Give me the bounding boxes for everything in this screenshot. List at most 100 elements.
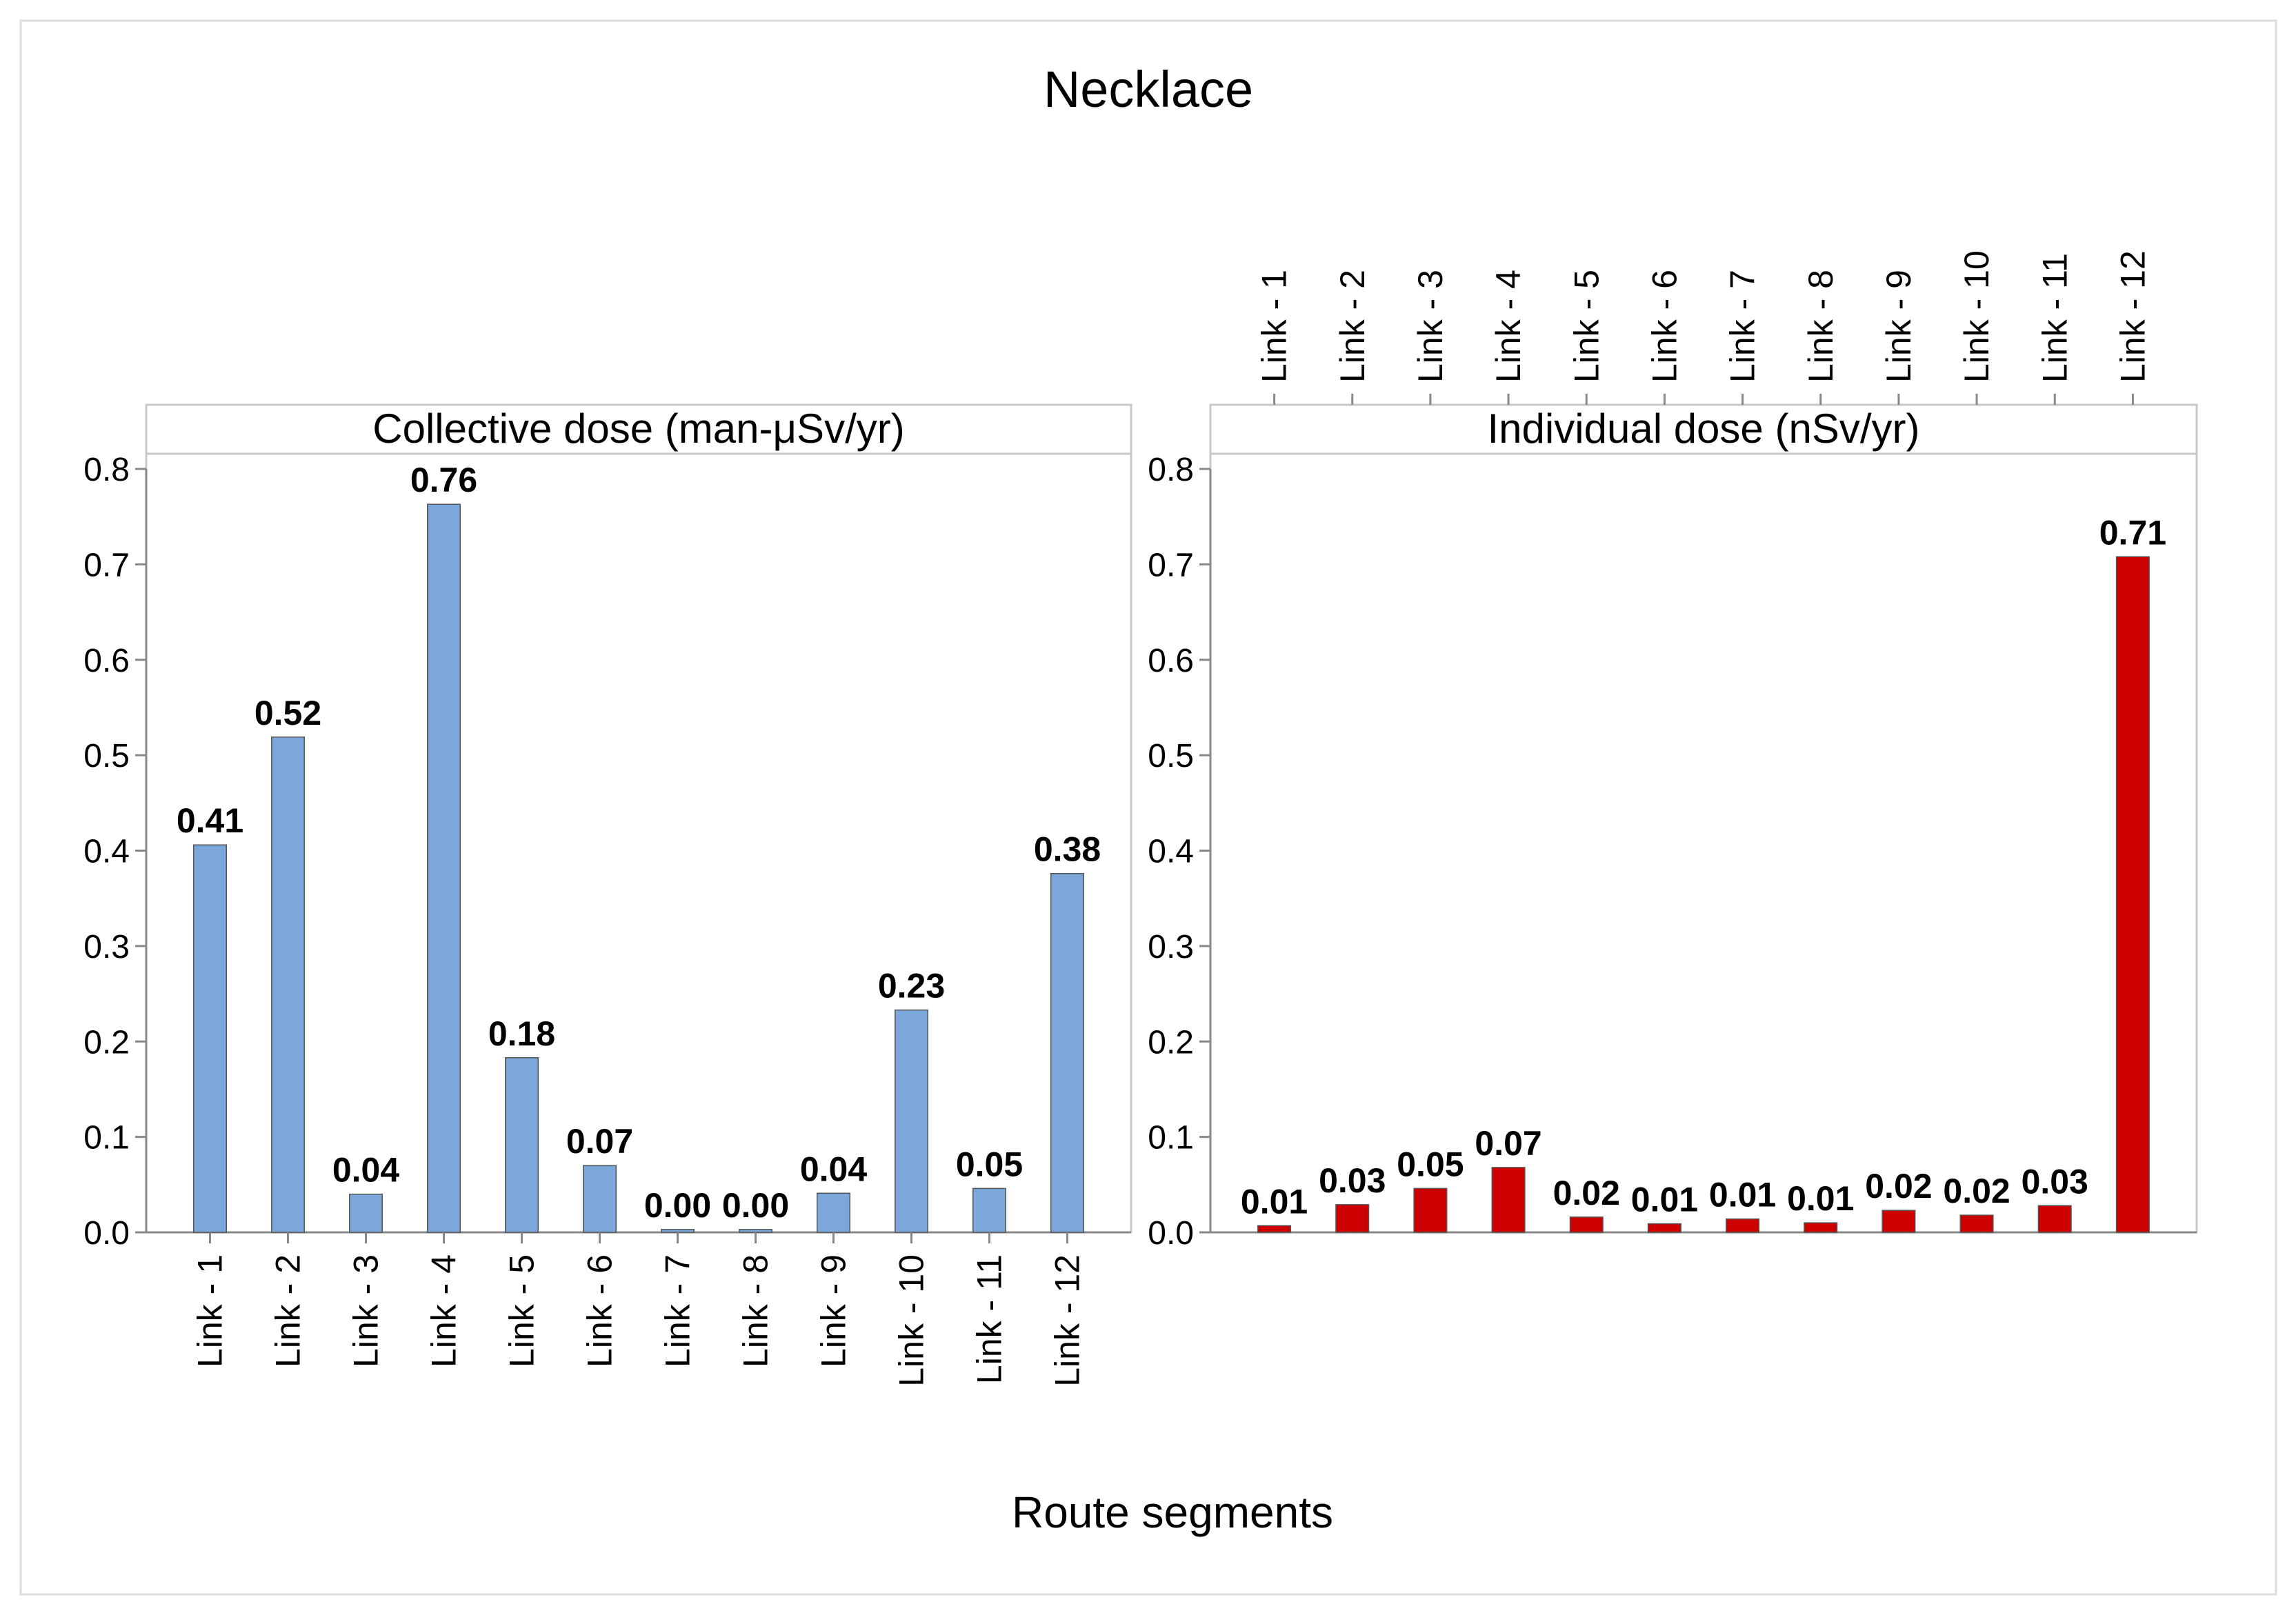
data-label: 0.01 [1631,1181,1698,1219]
data-label: 0.01 [1709,1176,1776,1214]
bar [583,1165,617,1233]
data-label: 0.01 [1787,1179,1854,1218]
data-label: 0.41 [177,801,243,840]
y-tick-label: 0.0 [83,1215,130,1252]
y-tick-label: 0.5 [83,738,130,774]
bar [2037,1205,2072,1233]
x-tick-label: Link - 2 [269,1254,308,1367]
bar [1647,1223,1681,1233]
x-tick-label: Link - 5 [503,1254,541,1367]
y-tick-label: 0.8 [83,452,130,488]
x-tick-label: Link - 8 [737,1254,775,1367]
x-tick-label: Link - 12 [2113,250,2152,383]
panel-strip-title: Individual dose (nSv/yr) [1488,405,1920,452]
bar [1257,1225,1292,1233]
y-tick-label: 0.1 [1148,1120,1194,1156]
chart-title: Necklace [1044,61,1253,118]
bar [1569,1216,1604,1233]
data-label: 0.03 [2022,1162,2088,1201]
y-tick-label: 0.6 [83,643,130,679]
x-tick-label: Link - 12 [1048,1254,1087,1387]
x-tick-label: Link - 3 [1411,270,1450,383]
bar [817,1192,850,1233]
bar [271,737,305,1233]
bar [193,844,227,1233]
x-tick-label: Link - 6 [1645,270,1684,383]
x-tick-label: Link - 7 [1724,270,1762,383]
data-label: 0.07 [566,1122,633,1161]
x-tick-label: Link - 9 [1879,270,1918,383]
x-tick-label: Link - 2 [1333,270,1372,383]
data-label: 0.71 [2099,513,2166,552]
x-tick-label: Link - 1 [191,1254,230,1367]
y-tick-label: 0.3 [1148,929,1194,965]
x-tick-label: Link - 4 [425,1254,463,1367]
bar [1335,1204,1370,1233]
data-label: 0.52 [254,694,321,732]
y-tick-label: 0.3 [83,929,130,965]
outer-frame [19,19,2277,1596]
data-label: 0.03 [1319,1161,1386,1200]
bar [2115,556,2150,1233]
bar [739,1229,772,1233]
x-tick-label: Link - 11 [970,1254,1009,1384]
y-tick-label: 0.8 [1148,452,1194,488]
data-label: 0.02 [1865,1167,1932,1205]
x-tick-label: Link - 10 [892,1254,931,1387]
panel-strip-title: Collective dose (man-μSv/yr) [372,405,904,452]
bar [427,503,461,1233]
data-label: 0.04 [800,1150,868,1188]
data-label: 0.23 [878,967,945,1005]
data-label: 0.00 [722,1186,789,1225]
x-tick-label: Link - 9 [815,1254,853,1367]
bar [895,1009,928,1233]
panel-strip [1209,403,2198,455]
data-label: 0.02 [1943,1172,2010,1210]
data-label: 0.38 [1034,830,1101,869]
x-tick-label: Link - 1 [1255,270,1294,383]
data-label: 0.18 [488,1014,555,1053]
y-tick-label: 0.1 [83,1120,130,1156]
y-tick-label: 0.4 [1148,834,1194,870]
data-label: 0.76 [410,461,477,499]
data-label: 0.01 [1241,1182,1308,1221]
data-label: 0.05 [1397,1145,1464,1183]
bar [1804,1222,1838,1233]
x-tick-label: Link - 8 [1801,270,1840,383]
bar [1491,1167,1526,1233]
y-tick-label: 0.7 [1148,547,1194,583]
x-axis-title: Route segments [1012,1487,1333,1537]
y-tick-label: 0.4 [83,834,130,870]
bar [1881,1210,1916,1233]
y-tick-label: 0.6 [1148,643,1194,679]
x-tick-label: Link - 6 [581,1254,619,1367]
y-tick-label: 0.7 [83,547,130,583]
data-label: 0.05 [956,1145,1023,1183]
bar [1050,872,1084,1233]
data-label: 0.07 [1475,1124,1541,1163]
bar [1726,1218,1760,1233]
y-tick-label: 0.2 [83,1024,130,1061]
bar [661,1229,695,1233]
panel-strip [145,403,1132,455]
x-tick-label: Link - 11 [2035,253,2074,383]
y-tick-label: 0.2 [1148,1024,1194,1061]
data-label: 0.00 [644,1186,711,1225]
x-tick-label: Link - 10 [1957,250,1996,383]
y-tick-label: 0.0 [1148,1215,1194,1252]
panel-1: Collective dose (man-μSv/yr) 0.0 0.1 0.2 0.3… [83,403,1132,1387]
bar [1413,1188,1448,1233]
x-tick-label: Link - 4 [1489,270,1528,383]
panel-2: Individual dose (nSv/yr) 0.0 0.1 0.2 0.3 0.4 0… [1148,250,2198,1252]
bar [972,1188,1006,1233]
bar [1959,1214,1994,1233]
x-tick-label: Link - 3 [347,1254,386,1367]
data-label: 0.04 [332,1151,400,1190]
x-tick-label: Link - 5 [1567,270,1606,383]
bar [349,1193,383,1233]
data-label: 0.02 [1553,1174,1620,1212]
x-tick-label: Link - 7 [659,1254,697,1367]
y-tick-label: 0.5 [1148,738,1194,774]
